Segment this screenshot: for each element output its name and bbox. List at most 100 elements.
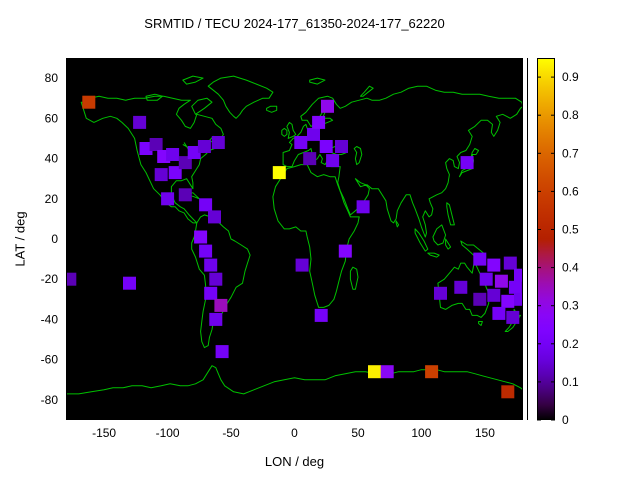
plot-content xyxy=(66,75,523,399)
heatmap-cell xyxy=(166,148,180,161)
coastline-novaya-zemlya xyxy=(360,85,374,97)
heatmap-cell xyxy=(123,276,136,290)
heatmap-cell xyxy=(479,272,493,286)
heatmap-cell xyxy=(321,99,334,113)
heatmap-cell xyxy=(473,252,487,266)
heatmap-cell xyxy=(209,272,223,286)
heatmap-cell xyxy=(295,258,309,272)
heatmap-cell xyxy=(314,308,328,322)
heatmap-cell xyxy=(133,115,147,129)
colorbar-tick-label: 0.3 xyxy=(562,299,579,313)
heatmap-cell xyxy=(487,258,501,272)
heatmap-cell xyxy=(194,230,208,244)
coastline-antarctica xyxy=(66,365,523,395)
coastline-madagascar xyxy=(349,266,359,290)
x-tick-label: -100 xyxy=(156,426,180,440)
heatmap-cell xyxy=(294,136,308,149)
heatmap-cell xyxy=(425,365,439,379)
coastline-eurasia xyxy=(282,85,523,238)
y-tick-label: 40 xyxy=(45,152,59,166)
colorbar-tick-label: 0.7 xyxy=(562,146,579,160)
heatmap-cell xyxy=(215,345,229,359)
heatmap-cell xyxy=(199,198,213,212)
coastline-java xyxy=(427,252,440,258)
y-tick-label: -20 xyxy=(41,272,59,286)
heatmap-cell xyxy=(506,310,520,324)
coastline-north-america xyxy=(80,95,224,224)
x-tick-label: 150 xyxy=(475,426,495,440)
x-tick-label: 0 xyxy=(291,426,298,440)
colorbar-tick-label: 0.4 xyxy=(562,261,579,275)
colorbar-tick-label: 0.8 xyxy=(562,108,579,122)
heatmap-cell xyxy=(508,280,522,294)
heatmap-cell xyxy=(178,156,192,170)
heatmap-cell xyxy=(454,280,468,294)
heatmap-cell xyxy=(473,292,487,306)
colorbar-frame xyxy=(537,58,555,420)
heatmap-cell xyxy=(503,256,517,270)
x-tick-label: 50 xyxy=(351,426,365,440)
heatmap-cell xyxy=(161,192,175,206)
coastline-great-britain xyxy=(286,121,297,139)
heatmap-cell xyxy=(272,166,286,180)
heatmap-cell xyxy=(492,306,506,320)
chart-title: SRMTID / TECU 2024-177_61350-2024-177_62… xyxy=(144,16,445,31)
x-axis-label: LON / deg xyxy=(264,454,325,469)
heatmap-cell xyxy=(204,286,218,300)
coastline-borneo xyxy=(432,224,447,246)
coastline-sumatra xyxy=(414,228,429,252)
heatmap-cell xyxy=(82,95,96,109)
y-tick-label: 80 xyxy=(45,71,59,85)
coastline-ellesmere-island xyxy=(182,75,204,85)
heatmap-cell xyxy=(154,168,168,182)
coastline-baffin-island xyxy=(191,97,213,115)
heatmap-cell xyxy=(312,115,326,129)
heatmap-cell xyxy=(66,272,77,286)
y-tick-label: 20 xyxy=(45,192,59,206)
coastline-tasmania xyxy=(478,321,483,326)
coastline-philippines xyxy=(446,202,455,226)
colorbar-tick-label: 0 xyxy=(562,413,569,427)
plot-frame xyxy=(66,58,523,420)
heatmap-cell xyxy=(514,268,523,282)
heatmap-cell xyxy=(214,298,228,312)
coastline-africa xyxy=(272,164,360,308)
coastline-victoria-island xyxy=(145,93,163,101)
colorbar-tick-label: 0.1 xyxy=(562,375,579,389)
y-tick-label: -40 xyxy=(41,312,59,326)
heatmap-cell xyxy=(303,152,317,166)
heatmap-cell xyxy=(380,365,394,379)
heatmap-cell xyxy=(368,365,381,379)
y-tick-label: 0 xyxy=(51,232,58,246)
heatmap-cell xyxy=(326,154,340,168)
heatmap-cell xyxy=(319,140,333,153)
colorbar-tick-label: 0.5 xyxy=(562,223,579,237)
heatmap-cell xyxy=(204,258,218,272)
colorbar xyxy=(537,58,555,420)
heatmap-cell xyxy=(168,166,182,180)
plot-background xyxy=(66,58,523,420)
heatmap-cell xyxy=(514,292,523,306)
heatmap-cell xyxy=(338,244,352,258)
heatmap-cell xyxy=(149,138,163,151)
coastline-caspian-sea xyxy=(353,146,363,166)
heatmap-cell xyxy=(199,244,213,258)
heatmap-cell xyxy=(434,286,447,300)
heatmap-cell xyxy=(501,294,515,308)
heatmap-cell xyxy=(208,210,221,224)
y-tick-label: -80 xyxy=(41,393,59,407)
heatmap-cell xyxy=(307,127,320,141)
heatmap-cell xyxy=(501,385,515,399)
heatmap-cell xyxy=(187,146,201,159)
colorbar-tick-label: 0.9 xyxy=(562,70,579,84)
coastline-svalbard xyxy=(309,77,326,85)
coastline-sulawesi xyxy=(445,238,452,250)
heatmap-cell xyxy=(335,140,348,153)
coastline-greenland xyxy=(207,75,274,119)
colorbar-tick-label: 0.2 xyxy=(562,337,579,351)
x-tick-label: -50 xyxy=(222,426,240,440)
heatmap-cell xyxy=(197,140,211,153)
x-tick-label: 100 xyxy=(411,426,431,440)
